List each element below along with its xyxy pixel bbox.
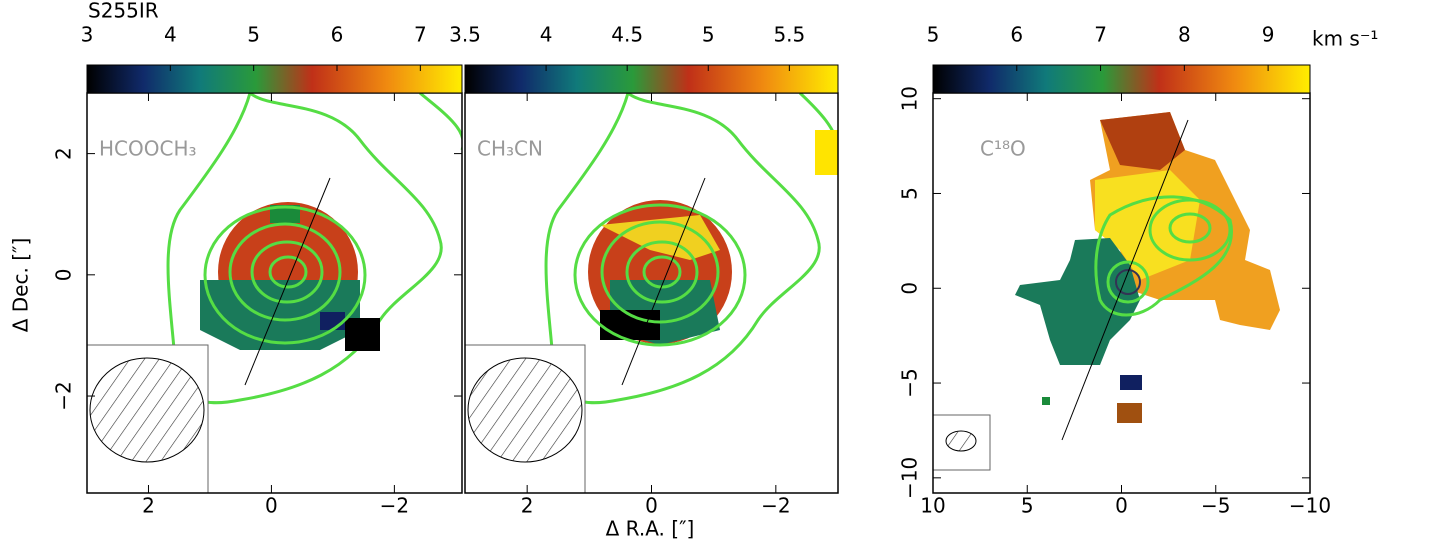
x-tick-label: 0 [645, 494, 658, 518]
figure-title: S255IR [88, 0, 159, 23]
x-axis-label: Δ R.A. [″] [606, 517, 695, 541]
y-tick-label: 10 [898, 86, 922, 111]
colorbar-tick-label: 7 [414, 23, 427, 47]
colorbar-tick-label: 3 [81, 23, 94, 47]
map-image [465, 93, 838, 493]
x-tick-label: 10 [920, 494, 945, 518]
colorbar [86, 64, 463, 94]
y-tick-label: 5 [898, 187, 922, 200]
colorbar-tick-label: 4 [164, 23, 177, 47]
colorbar-tick-label: 5 [247, 23, 260, 47]
panel-label: CH₃CN [477, 137, 543, 161]
y-axis-label: Δ Dec. [″] [9, 238, 33, 333]
colorbar-tick-label: 4 [540, 23, 553, 47]
colorbar-tick-label: 3.5 [449, 23, 481, 47]
x-tick-label: −5 [1201, 494, 1230, 518]
colorbar-tick-label: 8 [1178, 23, 1191, 47]
colorbar [932, 64, 1311, 94]
x-tick-label: −2 [761, 494, 790, 518]
colorbar-tick-label: 4.5 [611, 23, 643, 47]
x-tick-label: 0 [265, 494, 278, 518]
map-image [933, 112, 1280, 471]
y-tick-label: −2 [52, 381, 76, 410]
x-tick-label: 5 [1021, 494, 1034, 518]
y-tick-label: 0 [898, 282, 922, 295]
colorbar [464, 64, 839, 94]
y-tick-label: −5 [898, 368, 922, 397]
colorbar-tick-label: 5.5 [773, 23, 805, 47]
colorbar-tick-label: 5 [702, 23, 715, 47]
colorbar-tick-label: 5 [927, 23, 940, 47]
panel-label: HCOOCH₃ [99, 137, 197, 161]
x-tick-label: −10 [1289, 494, 1331, 518]
y-tick-label: 2 [52, 147, 76, 160]
colorbar-tick-label: 6 [1010, 23, 1023, 47]
panel-label: C¹⁸O [980, 137, 1026, 161]
map-image [87, 93, 462, 493]
colorbar-tick-label: 9 [1262, 23, 1275, 47]
x-tick-label: 0 [1115, 494, 1128, 518]
colorbar-unit: km s⁻¹ [1312, 27, 1378, 51]
colorbar-tick-label: 6 [331, 23, 344, 47]
y-tick-label: 0 [52, 268, 76, 281]
x-tick-label: 2 [521, 494, 534, 518]
x-tick-label: 2 [142, 494, 155, 518]
y-tick-label: −10 [898, 457, 922, 499]
colorbar-tick-label: 7 [1094, 23, 1107, 47]
x-tick-label: −2 [380, 494, 409, 518]
